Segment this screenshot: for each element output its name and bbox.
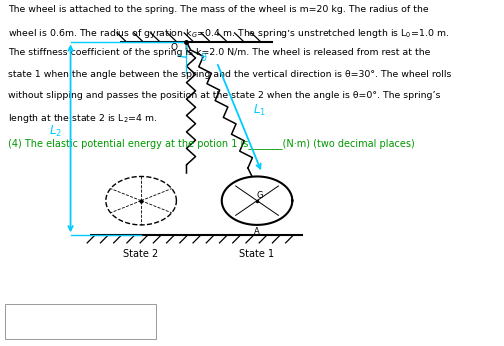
Text: G: G [257,191,263,200]
FancyBboxPatch shape [5,304,156,339]
Text: The stiffness coefficient of the spring is k=2.0 N/m. The wheel is released from: The stiffness coefficient of the spring … [8,48,430,57]
Text: O: O [170,43,177,52]
Text: $L_2$: $L_2$ [49,124,62,139]
Text: (4) The elastic potential energy at the potion 1 is_______(N·m) (two decimal pla: (4) The elastic potential energy at the … [8,138,414,149]
Text: A: A [254,227,260,236]
Text: State 2: State 2 [123,249,159,259]
Text: $L_1$: $L_1$ [253,103,266,118]
Text: length at the state 2 is L$_2$=4 m.: length at the state 2 is L$_2$=4 m. [8,112,157,126]
Text: The wheel is attached to the spring. The mass of the wheel is m=20 kg. The radiu: The wheel is attached to the spring. The… [8,5,428,14]
Text: State 1: State 1 [239,249,275,259]
Text: state 1 when the angle between the spring and the vertical direction is θ=30°. T: state 1 when the angle between the sprin… [8,70,451,79]
Text: θ: θ [201,53,207,63]
Text: wheel is 0.6m. The radius of gyration k$_G$=0.4 m. The spring’s unstretched leng: wheel is 0.6m. The radius of gyration k$… [8,27,449,40]
Text: without slipping and passes the position at the state 2 when the angle is θ=0°. : without slipping and passes the position… [8,91,440,100]
